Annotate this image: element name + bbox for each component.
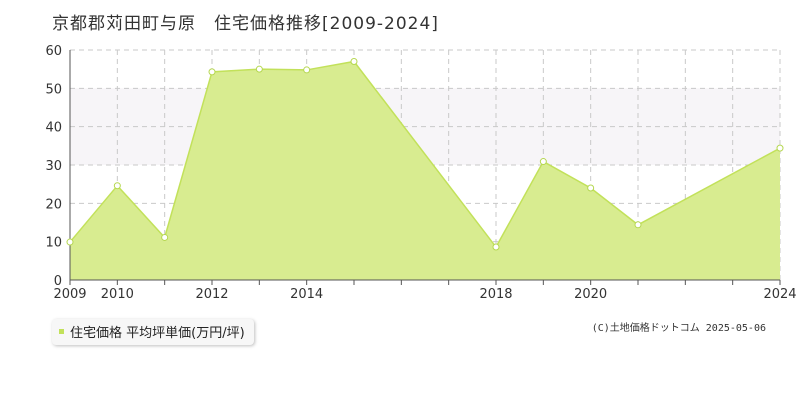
y-tick-label: 40 [45,121,62,136]
data-point [255,65,263,73]
x-tick-label: 2010 [101,287,134,302]
y-tick-label: 0 [54,274,62,289]
chart-title: 京都郡苅田町与原 住宅価格推移[2009-2024] [52,14,439,34]
series-line [69,60,781,249]
data-point [776,144,784,152]
data-point [161,233,169,241]
data-point [303,66,311,74]
data-point [350,58,358,65]
legend-swatch-icon [59,329,64,334]
x-tick-label: 2020 [574,287,607,302]
y-tick-label: 30 [45,159,62,174]
x-tick-label: 2009 [53,287,86,302]
data-point [539,158,547,166]
data-point [208,68,216,76]
y-tick-label: 20 [45,197,62,212]
legend: 住宅価格 平均坪単価(万円/坪) [52,319,254,345]
y-tick-label: 50 [45,82,62,97]
x-tick-label: 2014 [290,287,323,302]
data-point [113,182,121,190]
series-area [70,61,780,280]
x-tick-label: 2024 [763,287,796,302]
legend-label: 住宅価格 平均坪単価(万円/坪) [70,326,245,341]
data-point [66,238,74,246]
y-tick-label: 60 [45,44,62,59]
x-tick-label: 2012 [195,287,228,302]
y-tick-label: 10 [45,236,62,251]
data-point [634,221,642,229]
x-tick-label: 2018 [479,287,512,302]
data-point [492,243,500,251]
copyright-text: (C)土地価格ドットコム 2025-05-06 [591,323,766,334]
data-point [587,184,595,192]
